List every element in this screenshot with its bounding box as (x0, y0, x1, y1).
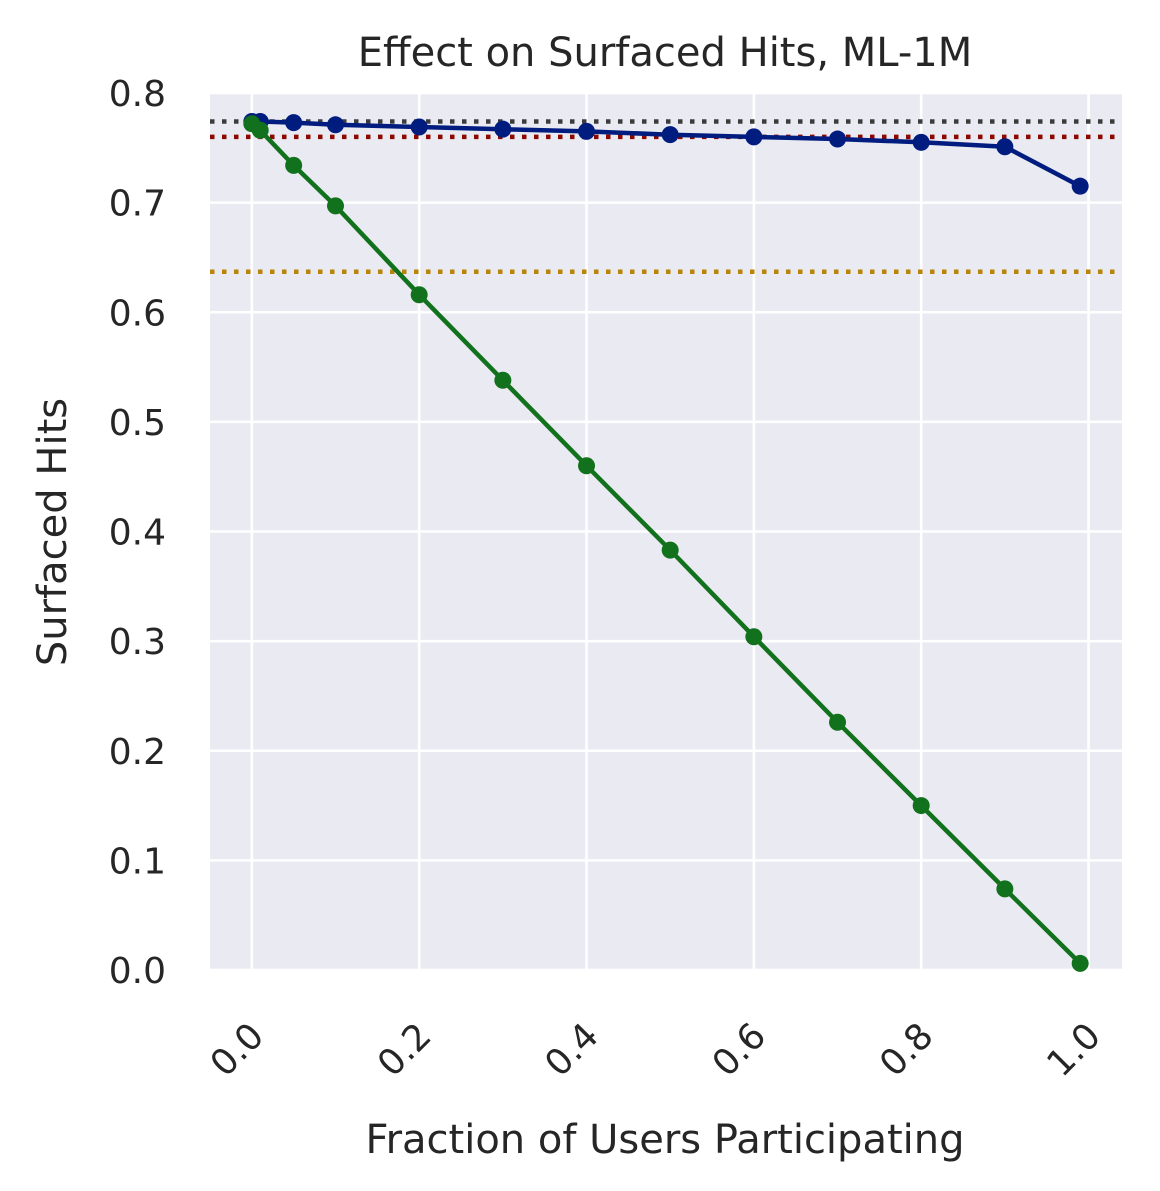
x-axis-title: Fraction of Users Participating (365, 1117, 964, 1163)
chart-title: Effect on Surfaced Hits, ML-1M (358, 30, 973, 76)
x-tick-label: 0.8 (872, 1015, 941, 1084)
data-point (1071, 954, 1089, 972)
series-1 (243, 115, 1089, 972)
series-0 (243, 113, 1089, 195)
data-point (285, 114, 303, 132)
data-point (912, 133, 930, 151)
data-point (745, 128, 763, 146)
data-point (745, 628, 763, 646)
data-point (494, 371, 512, 389)
x-tick-label: 0.6 (705, 1015, 774, 1084)
data-point (285, 156, 303, 174)
series (243, 113, 1089, 972)
y-tick-label: 0.2 (109, 732, 166, 773)
data-point (661, 126, 679, 144)
data-point (410, 118, 428, 136)
data-point (251, 121, 269, 139)
data-point (327, 197, 345, 215)
y-tick-label: 0.0 (109, 951, 166, 992)
y-tick-label: 0.3 (109, 622, 166, 663)
data-point (996, 880, 1014, 898)
y-axis-title: Surfaced Hits (30, 398, 76, 666)
data-point (578, 457, 596, 475)
x-tick-label: 1.0 (1039, 1015, 1108, 1084)
y-tick-label: 0.1 (109, 841, 166, 882)
y-tick-label: 0.6 (109, 293, 166, 334)
y-tick-label: 0.4 (109, 513, 166, 554)
data-point (494, 120, 512, 138)
y-tick-labels: 0.0 0.1 0.2 0.3 0.4 0.5 0.6 0.7 0.8 (109, 74, 166, 992)
data-point (912, 797, 930, 815)
y-tick-label: 0.5 (109, 403, 166, 444)
x-tick-label: 0.0 (203, 1015, 272, 1084)
data-point (829, 713, 847, 731)
y-tick-label: 0.7 (109, 184, 166, 225)
data-point (578, 122, 596, 140)
data-point (1071, 177, 1089, 195)
y-tick-label: 0.8 (109, 74, 166, 115)
data-point (661, 541, 679, 559)
x-tick-label: 0.2 (370, 1015, 439, 1084)
x-tick-label: 0.4 (537, 1015, 606, 1084)
data-point (996, 138, 1014, 156)
data-point (829, 130, 847, 148)
grid (210, 91, 1122, 972)
x-tick-labels: 0.0 0.2 0.4 0.6 0.8 1.0 (203, 1015, 1109, 1084)
data-point (410, 286, 428, 304)
data-point (327, 116, 345, 134)
